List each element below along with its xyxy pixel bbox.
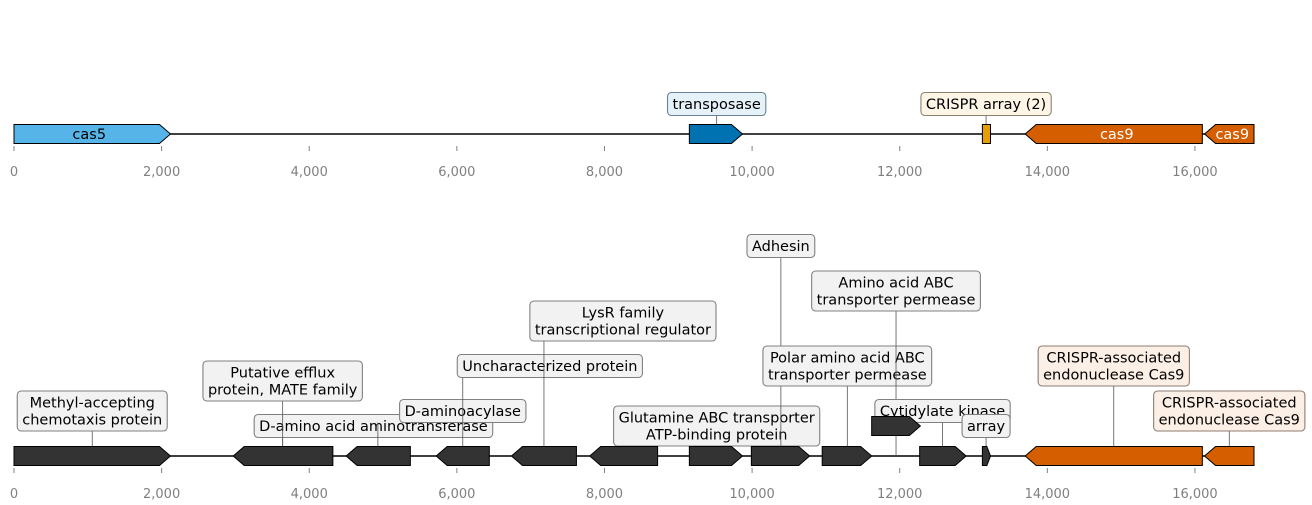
- bottom-tick-label: 12,000: [877, 487, 923, 502]
- bottom-gene-arrow: [981, 446, 992, 466]
- bottom-tick-label: 0: [10, 487, 18, 502]
- top-callout: transposase: [666, 91, 767, 117]
- bottom-gene-arrow: [13, 446, 172, 466]
- bottom-gene-arrow: [510, 446, 577, 466]
- bottom-tick-label: 16,000: [1172, 487, 1218, 502]
- bottom-callout: Adhesin: [746, 233, 816, 259]
- top-gene-arrow: [13, 124, 172, 144]
- callout-box: [746, 233, 816, 259]
- bottom-tick-label: 10,000: [729, 487, 775, 502]
- top-tick-label: 0: [10, 165, 18, 180]
- bottom-tick-label: 4,000: [291, 487, 328, 502]
- bottom-gene-arrow: [688, 446, 744, 466]
- callout-label: Amino acid ABC: [838, 276, 953, 292]
- callout-label: transporter permease: [768, 368, 927, 384]
- bottom-gene-arrow: [871, 416, 922, 436]
- top-gene-label: cas5: [72, 127, 106, 143]
- callout-label: LysR family: [582, 306, 665, 322]
- top-gene-arrow: [1024, 124, 1203, 144]
- top-gene-arrow: [688, 124, 744, 144]
- callout-box: [920, 91, 1052, 117]
- callout-box: [1037, 345, 1190, 387]
- callout-label: Polar amino acid ABC: [770, 351, 925, 367]
- callout-label: endonuclease Cas9: [1043, 368, 1184, 384]
- top-callout: CRISPR array (2): [920, 91, 1052, 117]
- callout-box: [1153, 390, 1306, 432]
- callout-box: [202, 360, 363, 402]
- top-gene-label: cas9: [1215, 127, 1249, 143]
- callout-box: [811, 270, 981, 312]
- bottom-callout: array: [961, 413, 1011, 439]
- bottom-tick-label: 14,000: [1025, 487, 1071, 502]
- bottom-tick-label: 8,000: [586, 487, 623, 502]
- bottom-gene-arrow: [345, 446, 411, 466]
- callout-box: [762, 345, 933, 387]
- bottom-gene-arrow: [1203, 446, 1255, 466]
- callout-label: protein, MATE family: [208, 383, 358, 399]
- callout-label: transporter permease: [817, 293, 976, 309]
- top-tick-label: 6,000: [438, 165, 475, 180]
- top-gene-label: cas9: [1100, 127, 1134, 143]
- callout-label: Uncharacterized protein: [462, 359, 637, 375]
- callout-label: ATP-binding protein: [646, 428, 788, 444]
- callout-label: CRISPR-associated: [1046, 351, 1181, 367]
- callout-label: CRISPR-associated: [1162, 396, 1297, 412]
- callout-label: CRISPR array (2): [926, 97, 1046, 113]
- callout-label: Glutamine ABC transporter: [619, 411, 815, 427]
- callout-label: array: [967, 419, 1005, 435]
- callout-label: Putative efflux: [230, 366, 335, 382]
- callout-box: [456, 353, 643, 379]
- bottom-gene-arrow: [1024, 446, 1203, 466]
- bottom-tick-label: 6,000: [438, 487, 475, 502]
- callout-box: [16, 390, 168, 432]
- bottom-gene-arrow: [750, 446, 811, 466]
- top-tick-label: 10,000: [729, 165, 775, 180]
- callout-label: transposase: [673, 97, 761, 113]
- bottom-gene-arrow: [821, 446, 873, 466]
- top-tick-label: 14,000: [1025, 165, 1071, 180]
- top-tick-label: 4,000: [291, 165, 328, 180]
- top-gene-arrow: [1203, 124, 1255, 144]
- callout-label: chemotaxis protein: [22, 413, 162, 429]
- callout-box: [529, 300, 717, 342]
- top-tick-label: 12,000: [877, 165, 923, 180]
- callout-label: Adhesin: [752, 239, 810, 255]
- bottom-gene-arrow: [919, 446, 967, 466]
- bottom-tick-label: 2,000: [143, 487, 180, 502]
- top-track: transposase CRISPR array (2) cas5 cas9 cas9 0…: [10, 91, 1255, 180]
- top-tick-label: 8,000: [586, 165, 623, 180]
- callout-label: Methyl-accepting: [30, 396, 155, 412]
- callout-label: endonuclease Cas9: [1159, 413, 1300, 429]
- top-gene-arrow: [981, 124, 991, 144]
- top-tick-label: 2,000: [143, 165, 180, 180]
- top-tick-label: 16,000: [1172, 165, 1218, 180]
- callout-box: [961, 413, 1011, 439]
- bottom-gene-arrow: [588, 446, 659, 466]
- bottom-gene-arrow: [435, 446, 490, 466]
- callout-label: transcriptional regulator: [535, 323, 711, 339]
- callout-box: [666, 91, 767, 117]
- bottom-gene-arrow: [232, 446, 334, 466]
- bottom-callout: Uncharacterized protein: [456, 353, 643, 379]
